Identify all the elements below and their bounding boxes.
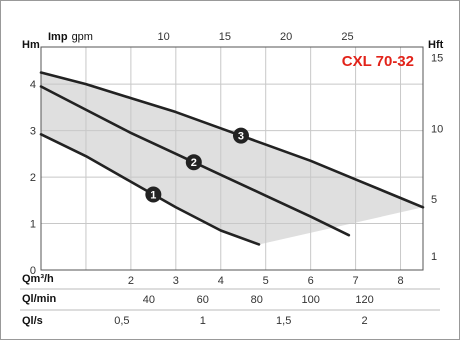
top-axis-tick: 15 <box>219 31 231 43</box>
curve-2-badge <box>185 154 202 171</box>
right-axis-tick: 1 <box>431 251 437 263</box>
bottom-axis-tick-m3h: 6 <box>308 275 314 287</box>
curve-3-badge-label: 3 <box>238 131 244 143</box>
curve-1-badge <box>145 186 162 203</box>
top-axis-tick: 10 <box>157 31 169 43</box>
bottom-axis-tick-m3h: 4 <box>218 275 224 287</box>
bottom-axis-tick-lmin: 60 <box>197 294 209 306</box>
bottom-axis-tick-ls: 2 <box>362 315 368 327</box>
bottom-axis-unit-ls: Ql/s <box>22 315 43 327</box>
curve-1-badge-label: 1 <box>150 190 156 202</box>
bottom-axis-tick-lmin: 120 <box>355 294 373 306</box>
bottom-axis-unit-m3h: Qm³/h <box>22 273 54 285</box>
bottom-axis-tick-m3h: 3 <box>173 275 179 287</box>
right-axis-tick: 15 <box>431 53 443 65</box>
left-axis-unit: Hm <box>22 39 40 51</box>
bottom-axis-tick-m3h: 2 <box>128 275 134 287</box>
top-axis-unit: Imp gpm <box>48 31 93 43</box>
left-axis-tick: 1 <box>30 219 36 231</box>
bottom-axis-tick-ls: 1,5 <box>276 315 291 327</box>
bottom-axis-tick-lmin: 40 <box>143 294 155 306</box>
operating-area-fill <box>41 72 423 245</box>
chart-title: CXL 70-32 <box>342 53 414 70</box>
left-axis-tick: 4 <box>30 79 36 91</box>
top-axis-tick: 20 <box>280 31 292 43</box>
bottom-axis-tick-m3h: 7 <box>353 275 359 287</box>
right-axis-tick: 10 <box>431 123 443 135</box>
pump-curves: 1 2 3 <box>39 71 425 246</box>
top-axis-tick: 25 <box>341 31 353 43</box>
curve-3-badge <box>232 127 249 144</box>
bottom-axis-tick-lmin: 80 <box>251 294 263 306</box>
bottom-axis-tick-ls: 0,5 <box>114 315 129 327</box>
bottom-axis-tick-m3h: 8 <box>397 275 403 287</box>
curve-2-badge-label: 2 <box>191 157 197 169</box>
bottom-axis-tick-m3h: 5 <box>263 275 269 287</box>
left-axis-tick: 3 <box>30 126 36 138</box>
right-axis-unit: Hft <box>428 39 444 51</box>
bottom-axis-tick-ls: 1 <box>200 315 206 327</box>
bottom-axis-unit-lmin: Ql/min <box>22 293 57 305</box>
operating-area <box>41 72 423 245</box>
left-axis-tick: 0 <box>30 265 36 277</box>
right-axis-tick: 5 <box>431 194 437 206</box>
bottom-axis-tick-lmin: 100 <box>301 294 319 306</box>
plot-border <box>40 46 424 271</box>
left-axis-tick: 2 <box>30 172 36 184</box>
